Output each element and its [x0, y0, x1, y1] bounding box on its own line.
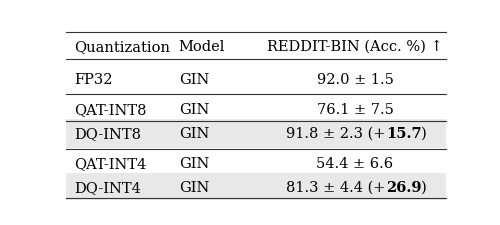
Text: QAT-INT4: QAT-INT4: [74, 156, 146, 170]
Text: 26.9: 26.9: [386, 180, 421, 194]
Text: 54.4 ± 6.6: 54.4 ± 6.6: [316, 156, 394, 170]
FancyBboxPatch shape: [66, 120, 446, 148]
Text: GIN: GIN: [179, 73, 209, 87]
Text: REDDIT-BIN (Acc. %) ↑: REDDIT-BIN (Acc. %) ↑: [267, 40, 443, 54]
Text: QAT-INT8: QAT-INT8: [74, 102, 146, 116]
Text: GIN: GIN: [179, 180, 209, 194]
Text: 92.0 ± 1.5: 92.0 ± 1.5: [316, 73, 394, 87]
Text: DQ-INT4: DQ-INT4: [74, 180, 141, 194]
Text: 76.1 ± 7.5: 76.1 ± 7.5: [316, 102, 394, 116]
Text: 91.8 ± 2.3 (+: 91.8 ± 2.3 (+: [286, 127, 386, 141]
Text: Model: Model: [179, 40, 225, 54]
Text: FP32: FP32: [74, 73, 112, 87]
Text: ): ): [422, 127, 427, 141]
Text: GIN: GIN: [179, 156, 209, 170]
Text: 81.3 ± 4.4 (+: 81.3 ± 4.4 (+: [286, 180, 386, 194]
Text: GIN: GIN: [179, 102, 209, 116]
Text: ): ): [421, 180, 427, 194]
Text: GIN: GIN: [179, 127, 209, 141]
FancyBboxPatch shape: [66, 173, 446, 202]
Text: DQ-INT8: DQ-INT8: [74, 127, 141, 141]
Text: 15.7: 15.7: [386, 127, 422, 141]
Text: Quantization: Quantization: [74, 40, 170, 54]
